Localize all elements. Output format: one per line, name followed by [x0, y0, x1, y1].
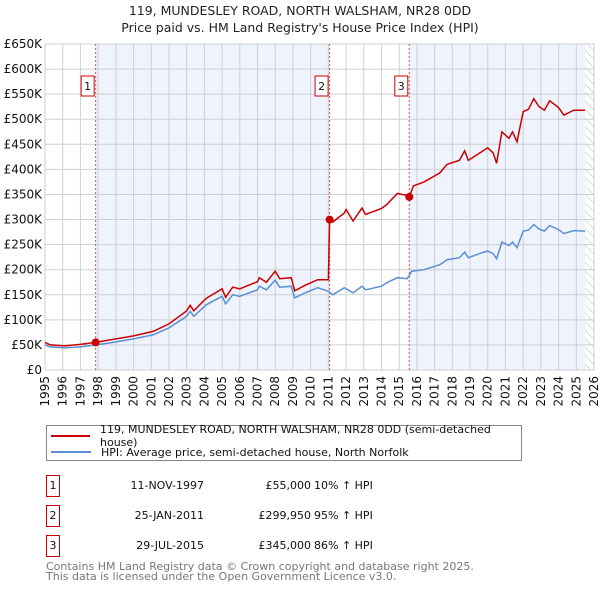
x-tick-label: 1996	[56, 376, 70, 407]
legend-swatch-blue	[51, 451, 91, 453]
y-tick-label: £0	[27, 363, 42, 377]
x-tick-label: 2009	[286, 376, 300, 407]
x-tick-label: 2017	[428, 376, 442, 407]
legend-item-hpi: HPI: Average price, semi-detached house,…	[51, 444, 409, 460]
y-tick-label: £150K	[4, 288, 44, 302]
sale-label-box	[394, 75, 409, 97]
y-tick-label: £350K	[4, 187, 44, 201]
y-tick-label: £550K	[4, 87, 44, 101]
chart-subtitle: Price paid vs. HM Land Registry's House …	[121, 20, 479, 35]
x-tick-label: 2013	[357, 376, 371, 407]
x-tick-label: 2010	[304, 376, 318, 407]
sale-label-number: 1	[84, 80, 91, 93]
x-tick-label: 2003	[180, 376, 194, 407]
sale-hpi-diff: 86% ↑ HPI	[314, 539, 373, 552]
sale-label-box	[314, 75, 329, 97]
x-tick-label: 2025	[569, 376, 583, 407]
sale-point	[325, 215, 334, 224]
x-tick-label: 2018	[445, 376, 459, 407]
x-tick-label: 2020	[481, 376, 495, 407]
sale-label-box	[80, 75, 95, 97]
legend-swatch-red	[51, 435, 90, 437]
sale-point	[91, 338, 100, 347]
x-tick-label: 2014	[374, 376, 388, 407]
x-tick-label: 2000	[127, 376, 141, 407]
sale-number-badge: 1	[46, 475, 60, 497]
sale-hpi-diff: 10% ↑ HPI	[314, 479, 373, 492]
y-tick-label: £50K	[11, 338, 43, 352]
x-tick-label: 1999	[109, 376, 123, 407]
x-tick-label: 1998	[91, 376, 105, 407]
sale-price: £345,000	[258, 539, 312, 552]
x-tick-label: 2006	[233, 376, 247, 407]
legend-label-property: 119, MUNDESLEY ROAD, NORTH WALSHAM, NR28…	[100, 423, 491, 449]
price-chart: 1995 1996 1997 1998 1999 2000 2001 2002 2003 2004…	[4, 37, 600, 407]
sale-number-badge: 3	[46, 535, 60, 557]
x-tick-label: 2021	[498, 376, 512, 407]
chart-title: 119, MUNDESLEY ROAD, NORTH WALSHAM, NR28…	[128, 3, 472, 18]
y-tick-label: £300K	[4, 213, 44, 227]
x-tick-label: 2007	[251, 376, 265, 407]
y-tick-label: £650K	[4, 37, 44, 51]
sale-hpi-diff: 95% ↑ HPI	[314, 509, 373, 522]
y-tick-label: £200K	[4, 263, 44, 277]
legend-label-hpi: HPI: Average price, semi-detached house,…	[101, 445, 409, 459]
y-tick-label: £500K	[4, 112, 44, 126]
y-tick-label: £100K	[4, 313, 44, 327]
sale-row: 3 29-JUL-2015 £345,000 86% ↑ HPI	[46, 535, 446, 557]
shaded-period	[95, 44, 330, 370]
sale-label-number: 2	[318, 80, 325, 93]
x-tick-label: 2011	[321, 376, 335, 407]
legend-item-property: 119, MUNDESLEY ROAD, NORTH WALSHAM, NR28…	[51, 423, 521, 449]
sale-date: 25-JAN-2011	[134, 509, 204, 522]
x-tick-label: 1997	[73, 376, 87, 407]
x-tick-label: 2005	[215, 376, 229, 407]
sale-row: 2 25-JAN-2011 £299,950 95% ↑ HPI	[46, 505, 446, 527]
x-tick-label: 2002	[162, 376, 176, 407]
sale-point	[405, 192, 414, 201]
sale-price: £299,950	[258, 509, 312, 522]
x-tick-label: 2024	[552, 376, 566, 407]
x-tick-label: 2012	[339, 376, 353, 407]
forecast-hatch	[585, 44, 594, 370]
property-price-line	[44, 97, 586, 347]
y-tick-label: £400K	[4, 162, 44, 176]
hpi-line	[44, 223, 586, 349]
sale-date: 29-JUL-2015	[136, 539, 204, 552]
x-tick-label: 2019	[463, 376, 477, 407]
footer-licence: This data is licensed under the Open Gov…	[46, 570, 397, 583]
x-tick-label: 2004	[197, 376, 211, 407]
x-tick-label: 2026	[587, 376, 600, 407]
y-tick-label: £600K	[4, 62, 44, 76]
x-tick-label: 2022	[516, 376, 530, 407]
sale-label-number: 3	[398, 80, 405, 93]
x-tick-label: 2001	[144, 376, 158, 407]
x-tick-label: 2008	[268, 376, 282, 407]
shaded-period	[409, 44, 586, 370]
chart-legend: 119, MUNDESLEY ROAD, NORTH WALSHAM, NR28…	[46, 423, 522, 461]
y-tick-label: £450K	[4, 137, 44, 151]
y-tick-label: £250K	[4, 238, 44, 252]
sale-row: 1 11-NOV-1997 £55,000 10% ↑ HPI	[46, 475, 446, 497]
x-tick-label: 2023	[534, 376, 548, 407]
footer-copyright: Contains HM Land Registry data © Crown c…	[46, 560, 474, 573]
sale-date: 11-NOV-1997	[130, 479, 204, 492]
x-tick-label: 2015	[392, 376, 406, 407]
x-tick-label: 2016	[410, 376, 424, 407]
x-tick-label: 1995	[38, 376, 52, 407]
sale-number-badge: 2	[46, 505, 60, 527]
plot-frame	[44, 43, 595, 371]
sale-price: £55,000	[265, 479, 312, 492]
